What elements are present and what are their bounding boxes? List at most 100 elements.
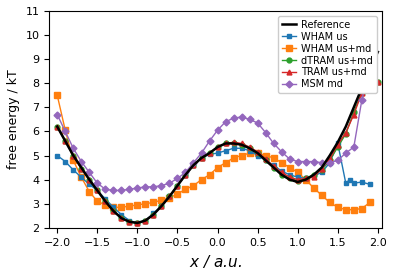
Reference [239,143,244,146]
Reference [215,145,220,149]
TRAM us+md [167,195,172,198]
WHAM us+md [143,202,148,205]
Reference [279,173,284,176]
WHAM us+md [303,178,308,181]
TRAM us+md [119,217,124,220]
MSM md [199,152,204,155]
Reference [159,204,164,208]
MSM md [320,161,324,164]
MSM md [143,185,148,188]
dTRAM us+md [135,221,140,225]
Legend: Reference, WHAM us, WHAM us+md, dTRAM us+md, TRAM us+md, MSM md: Reference, WHAM us, WHAM us+md, dTRAM us… [278,16,377,93]
WHAM us [183,173,188,176]
WHAM us [255,154,260,157]
MSM md [327,161,332,164]
MSM md [135,186,140,190]
dTRAM us+md [215,145,220,149]
WHAM us+md [183,188,188,191]
WHAM us [351,181,356,185]
Reference [151,213,156,216]
MSM md [63,130,68,133]
Y-axis label: free energy / kT: free energy / kT [7,70,20,169]
WHAM us+md [327,201,332,204]
WHAM us [271,163,276,167]
WHAM us+md [151,201,156,204]
WHAM us+md [296,171,300,174]
dTRAM us+md [351,111,356,114]
dTRAM us+md [111,209,116,212]
dTRAM us+md [287,177,292,180]
Reference [320,166,324,169]
WHAM us [143,219,148,222]
dTRAM us+md [119,217,124,220]
WHAM us [335,142,340,145]
dTRAM us+md [231,142,236,145]
MSM md [191,161,196,164]
Reference [368,67,372,70]
dTRAM us+md [87,178,92,181]
TRAM us+md [287,176,292,179]
MSM md [95,181,100,185]
WHAM us [111,206,116,209]
MSM md [311,160,316,163]
Reference [167,195,172,198]
dTRAM us+md [207,152,212,155]
WHAM us+md [255,152,260,155]
Line: TRAM us+md: TRAM us+md [55,79,380,225]
Reference [311,173,316,176]
dTRAM us+md [239,143,244,146]
WHAM us [207,153,212,156]
Reference [263,159,268,162]
WHAM us+md [111,206,116,209]
WHAM us+md [55,94,59,97]
Reference [175,184,180,187]
dTRAM us+md [103,200,108,203]
TRAM us+md [375,80,380,84]
dTRAM us+md [159,204,164,208]
dTRAM us+md [296,179,300,183]
Reference [223,142,228,145]
MSM md [335,159,340,162]
dTRAM us+md [311,173,316,176]
dTRAM us+md [55,125,59,128]
MSM md [287,157,292,161]
TRAM us+md [71,154,76,157]
WHAM us [303,177,308,180]
TRAM us+md [79,167,84,170]
Reference [199,156,204,160]
WHAM us [191,163,196,167]
dTRAM us+md [63,139,68,143]
WHAM us+md [215,166,220,169]
TRAM us+md [327,157,332,161]
dTRAM us+md [263,159,268,162]
dTRAM us+md [375,80,380,84]
TRAM us+md [231,141,236,144]
MSM md [167,181,172,185]
TRAM us+md [247,145,252,149]
MSM md [127,188,132,191]
Reference [327,154,332,157]
WHAM us+md [207,173,212,176]
TRAM us+md [63,139,68,143]
dTRAM us+md [167,195,172,198]
WHAM us [327,161,332,164]
WHAM us [199,156,204,160]
WHAM us+md [175,193,180,196]
MSM md [263,131,268,134]
TRAM us+md [320,167,324,170]
TRAM us+md [303,177,308,180]
dTRAM us+md [223,142,228,145]
Reference [95,189,100,192]
Reference [296,180,300,184]
WHAM us [359,180,364,184]
MSM md [55,113,59,116]
TRAM us+md [263,157,268,161]
WHAM us [151,212,156,215]
Reference [119,217,124,220]
Reference [351,106,356,109]
Reference [335,141,340,144]
WHAM us [95,189,100,192]
dTRAM us+md [320,168,324,172]
Line: WHAM us: WHAM us [55,141,372,225]
WHAM us [159,204,164,208]
